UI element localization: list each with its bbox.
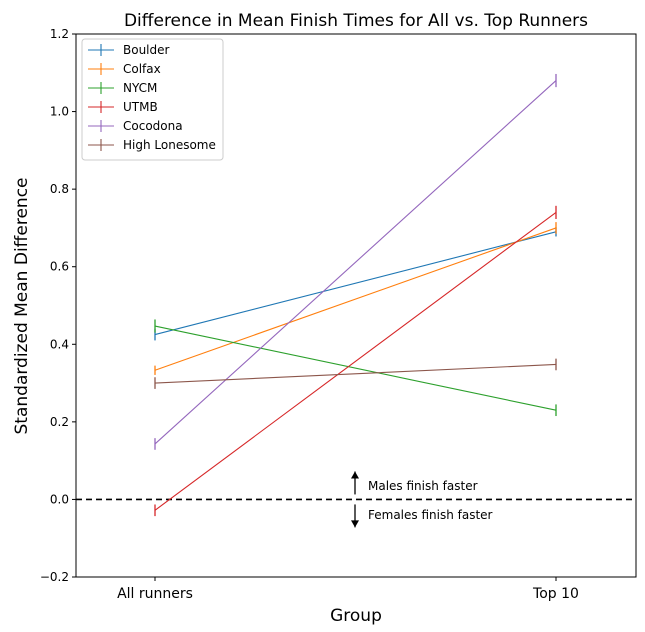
y-axis-label: Standardized Mean Difference	[12, 177, 32, 434]
y-tick-label: 0.0	[50, 492, 69, 506]
series-line	[154, 227, 557, 371]
series-colfax	[154, 222, 557, 375]
series-line	[154, 80, 557, 445]
legend-label: Cocodona	[123, 119, 183, 133]
annotation-males-faster: Males finish faster	[368, 479, 478, 493]
annotation-females-faster: Females finish faster	[368, 508, 493, 522]
series-high-lonesome	[154, 358, 557, 389]
series-line	[154, 211, 557, 511]
annotations: Males finish faster Females finish faste…	[351, 471, 493, 528]
legend-label: Boulder	[123, 43, 170, 57]
arrow-up-icon	[351, 471, 359, 495]
series-cocodona	[154, 73, 557, 450]
x-tick-label: Top 10	[532, 586, 579, 602]
series-boulder	[154, 227, 557, 341]
plot-frame	[75, 33, 637, 578]
y-tick-label: 0.2	[50, 415, 69, 429]
y-tick-label: −0.2	[40, 570, 69, 584]
y-tick-label: 1.2	[50, 27, 69, 41]
legend-item: NYCM	[88, 81, 157, 95]
series-line	[154, 231, 557, 336]
legend-item: Boulder	[88, 43, 170, 57]
y-tick-label: 0.6	[50, 260, 69, 274]
legend-item: High Lonesome	[88, 138, 216, 152]
series-line	[154, 325, 557, 411]
x-axis-label: Group	[330, 606, 382, 626]
x-tick-label: All runners	[117, 586, 193, 602]
chart-title: Difference in Mean Finish Times for All …	[124, 11, 588, 31]
legend-label: UTMB	[123, 100, 158, 114]
legend-frame	[81, 38, 224, 161]
series-utmb	[154, 205, 557, 517]
legend-label: NYCM	[123, 81, 157, 95]
arrow-down-icon	[351, 504, 359, 528]
axes: −0.2 0.0 0.2 0.4 0.6 0.8 1.0 1.2 All runners Top …	[40, 27, 579, 602]
legend: Boulder Colfax NYCM UTMB Cocodona High Loneso…	[81, 38, 224, 161]
y-tick-label: 1.0	[50, 105, 69, 119]
legend-item: Cocodona	[88, 119, 183, 133]
series-nycm	[154, 319, 557, 417]
y-tick-label: 0.8	[50, 182, 69, 196]
plot-area	[76, 73, 636, 517]
legend-label: High Lonesome	[123, 138, 216, 152]
legend-label: Colfax	[123, 62, 161, 76]
series-line	[154, 363, 557, 384]
y-tick-label: 0.4	[50, 337, 69, 351]
legend-item: UTMB	[88, 100, 158, 114]
legend-item: Colfax	[88, 62, 161, 76]
